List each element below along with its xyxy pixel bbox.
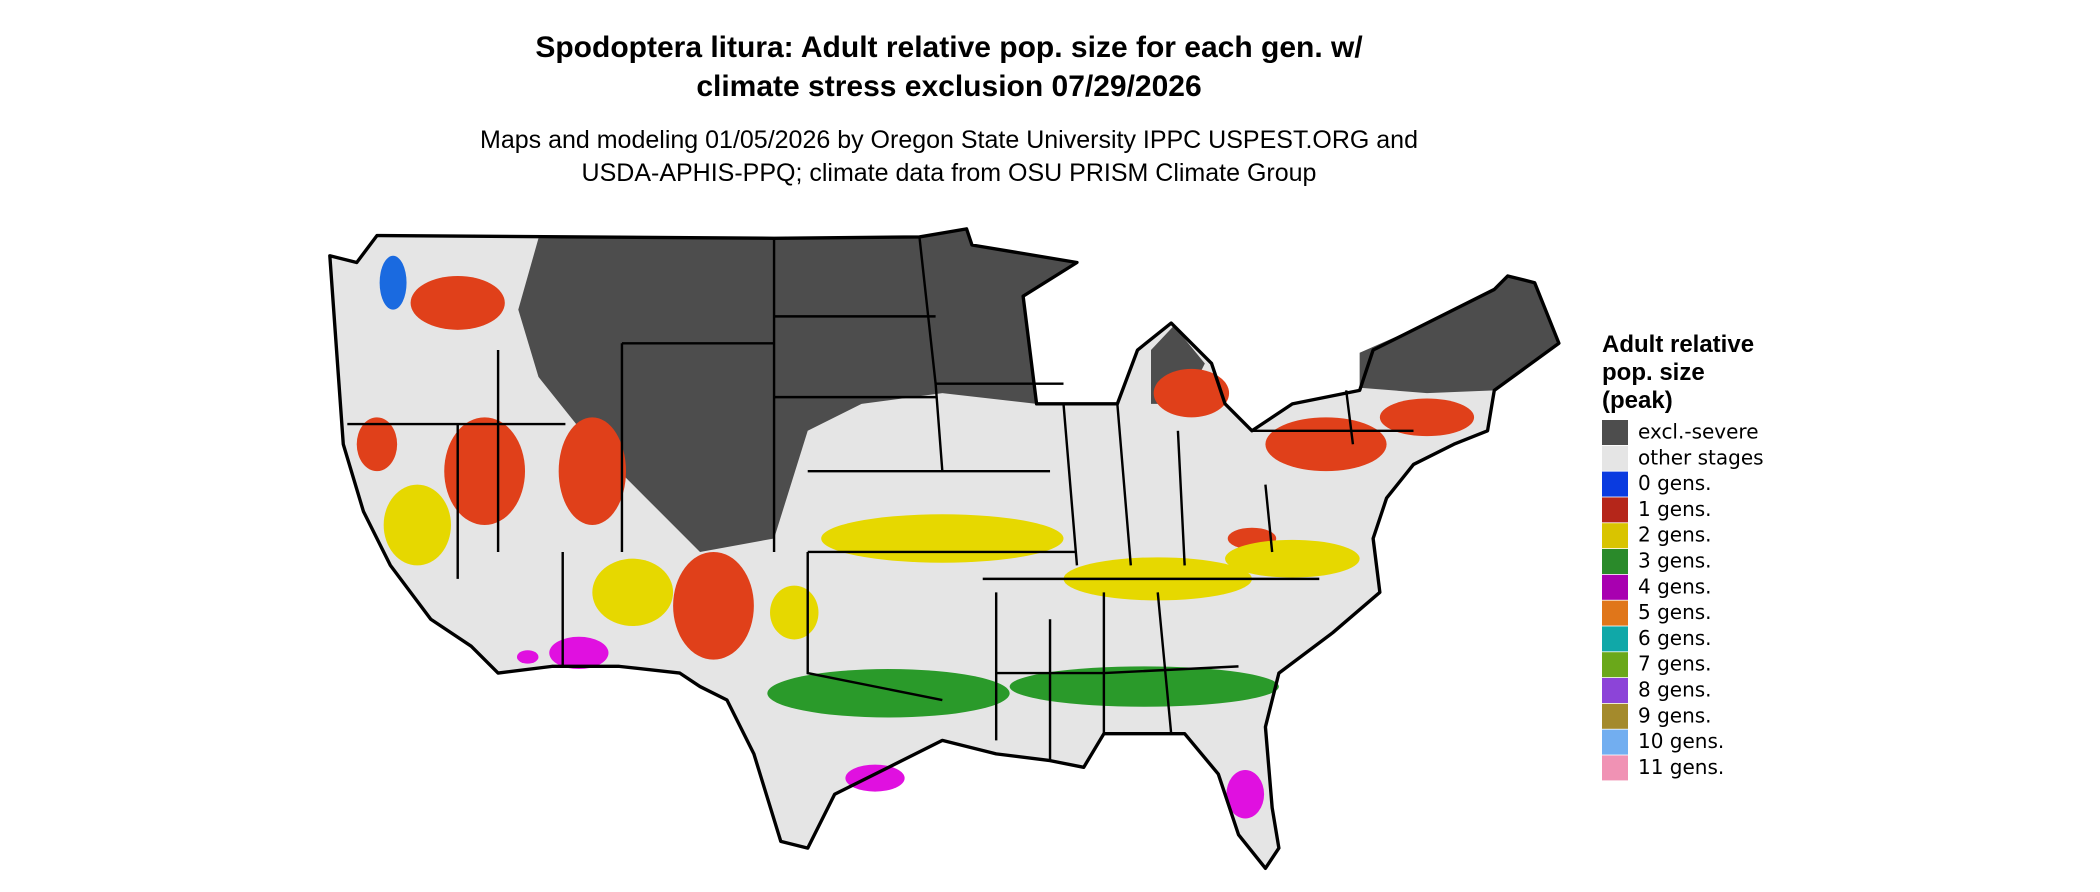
legend-label: 9 gens. [1638, 703, 1712, 727]
legend-title: pop. size [1602, 359, 1705, 386]
legend-swatch [1602, 703, 1628, 729]
two-gen-areas [383, 484, 1360, 640]
legend-swatch [1602, 445, 1628, 471]
legend-label: excl.-severe [1638, 420, 1759, 444]
three-gen-areas [767, 666, 1279, 718]
us-map [328, 227, 1561, 870]
legend-label: 6 gens. [1638, 626, 1712, 650]
legend-label: 10 gens. [1638, 729, 1724, 753]
state-borders [347, 236, 1414, 761]
legend: Adult relative pop. size (peak) excl.-se… [1602, 331, 1764, 781]
legend-swatch [1602, 729, 1628, 755]
legend-label: 3 gens. [1638, 549, 1712, 573]
legend-swatch [1602, 626, 1628, 652]
legend-label: 7 gens. [1638, 652, 1712, 676]
legend-swatch [1602, 523, 1628, 549]
excluded-region [518, 228, 1077, 552]
legend-label: 11 gens. [1638, 755, 1724, 779]
legend-swatch [1602, 574, 1628, 600]
zero-gen-area [379, 255, 407, 310]
title: climate stress exclusion 07/29/2026 [696, 70, 1201, 103]
us-border [328, 227, 1561, 870]
legend-label: 0 gens. [1638, 471, 1712, 495]
subtitle: USDA-APHIS-PPQ; climate data from OSU PR… [582, 159, 1317, 187]
legend-swatch [1602, 678, 1628, 703]
subtitle: Maps and modeling 01/05/2026 by Oregon S… [480, 126, 1418, 154]
excluded-region [1359, 275, 1559, 394]
legend-label: 4 gens. [1638, 574, 1712, 598]
legend-swatch [1602, 420, 1628, 445]
legend-label: 8 gens. [1638, 678, 1712, 702]
legend-title: (peak) [1602, 387, 1673, 414]
legend-swatch [1602, 549, 1628, 574]
title: Spodoptera litura: Adult relative pop. s… [535, 31, 1363, 64]
legend-swatch [1602, 471, 1628, 497]
legend-swatch [1602, 652, 1628, 678]
four-gen-areas [516, 636, 1265, 819]
legend-title: Adult relative [1602, 331, 1754, 358]
legend-label: 1 gens. [1638, 497, 1712, 521]
legend-label: 2 gens. [1638, 523, 1712, 547]
legend-label: other stages [1638, 445, 1764, 469]
legend-label: 5 gens. [1638, 600, 1712, 624]
legend-swatch [1602, 755, 1628, 781]
legend-swatch [1602, 497, 1628, 523]
legend-swatch [1602, 600, 1628, 626]
one-gen-areas [356, 275, 1475, 660]
